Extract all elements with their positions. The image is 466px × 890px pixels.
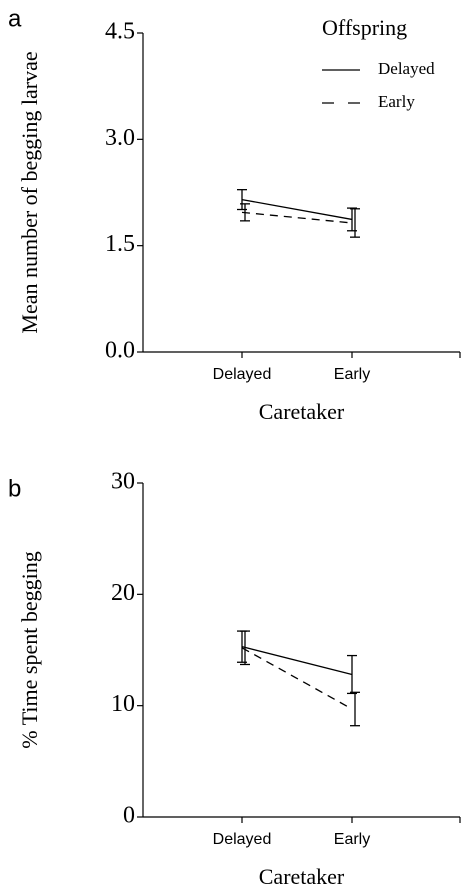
error-bar [350, 208, 360, 238]
y-tick-label: 0.0 [105, 338, 135, 364]
series-line [241, 211, 353, 224]
legend-label: Early [378, 92, 415, 111]
y-tick-label: 1.5 [105, 231, 135, 257]
series-line [241, 646, 353, 676]
x-tick-label: Early [334, 831, 370, 848]
x-axis-label: Caretaker [259, 864, 345, 889]
x-tick-label: Delayed [213, 366, 272, 383]
x-tick-label: Delayed [213, 831, 272, 848]
legend-title: Offspring [322, 15, 407, 40]
x-tick-label: Early [334, 366, 370, 383]
legend-label: Delayed [378, 59, 435, 78]
y-axis-label: Mean number of begging larvae [17, 51, 42, 333]
y-tick-label: 4.5 [105, 19, 135, 45]
y-tick-label: 3.0 [105, 125, 135, 151]
y-axis-label: % Time spent begging [17, 551, 42, 748]
panel-label: b [8, 475, 21, 502]
error-bar [350, 691, 360, 727]
panel-label: a [8, 5, 22, 32]
error-bar [347, 654, 357, 695]
series-line [241, 647, 353, 710]
error-bar [240, 630, 250, 666]
error-bar [240, 203, 250, 222]
y-tick-label: 30 [111, 469, 135, 495]
y-tick-label: 20 [111, 580, 135, 606]
series-line [241, 198, 353, 221]
y-tick-label: 10 [111, 691, 135, 717]
x-axis-label: Caretaker [259, 399, 345, 424]
y-tick-label: 0 [123, 803, 135, 829]
